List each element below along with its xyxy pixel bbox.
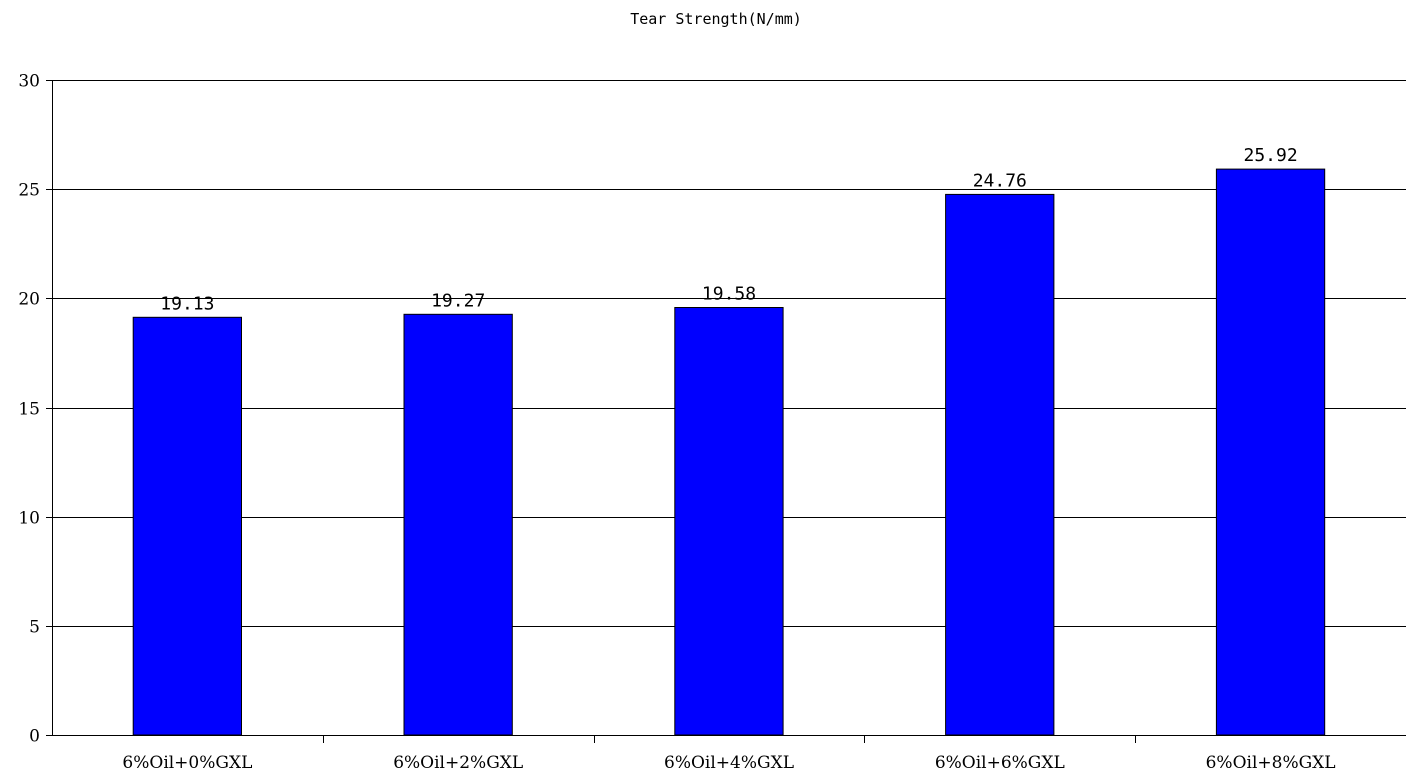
data-label: 19.27 [431, 290, 485, 311]
bar [403, 313, 513, 736]
data-label: 24.76 [973, 170, 1027, 191]
x-tick-label: 6%Oil+2%GXL [393, 753, 523, 773]
y-tick-label: 30 [18, 72, 40, 92]
bar [674, 307, 784, 736]
x-tick-label: 6%Oil+4%GXL [664, 753, 794, 773]
x-tick-label: 6%Oil+6%GXL [935, 753, 1065, 773]
bars [132, 168, 1326, 736]
y-tick-label: 15 [18, 400, 40, 420]
data-label: 25.92 [1244, 145, 1298, 166]
data-label: 19.58 [702, 284, 756, 305]
y-tick-label: 20 [18, 290, 40, 310]
data-label: 19.13 [160, 293, 214, 314]
x-tick-label: 6%Oil+0%GXL [122, 753, 252, 773]
bar [1215, 168, 1326, 736]
bar [132, 316, 242, 736]
x-tick-label: 6%Oil+8%GXL [1206, 753, 1336, 773]
axes [46, 80, 1406, 743]
labels: 0 5 10 15 20 25 30 19.13 6%Oil+0%GXL 19.27 6%Oil+2… [18, 72, 1335, 774]
y-tick-label: 0 [29, 727, 40, 747]
y-tick-label: 25 [18, 181, 40, 201]
y-tick-label: 5 [29, 618, 40, 638]
chart-title: Tear Strength(N/mm) [630, 10, 802, 28]
y-tick-label: 10 [18, 509, 40, 529]
bar [945, 193, 1055, 736]
